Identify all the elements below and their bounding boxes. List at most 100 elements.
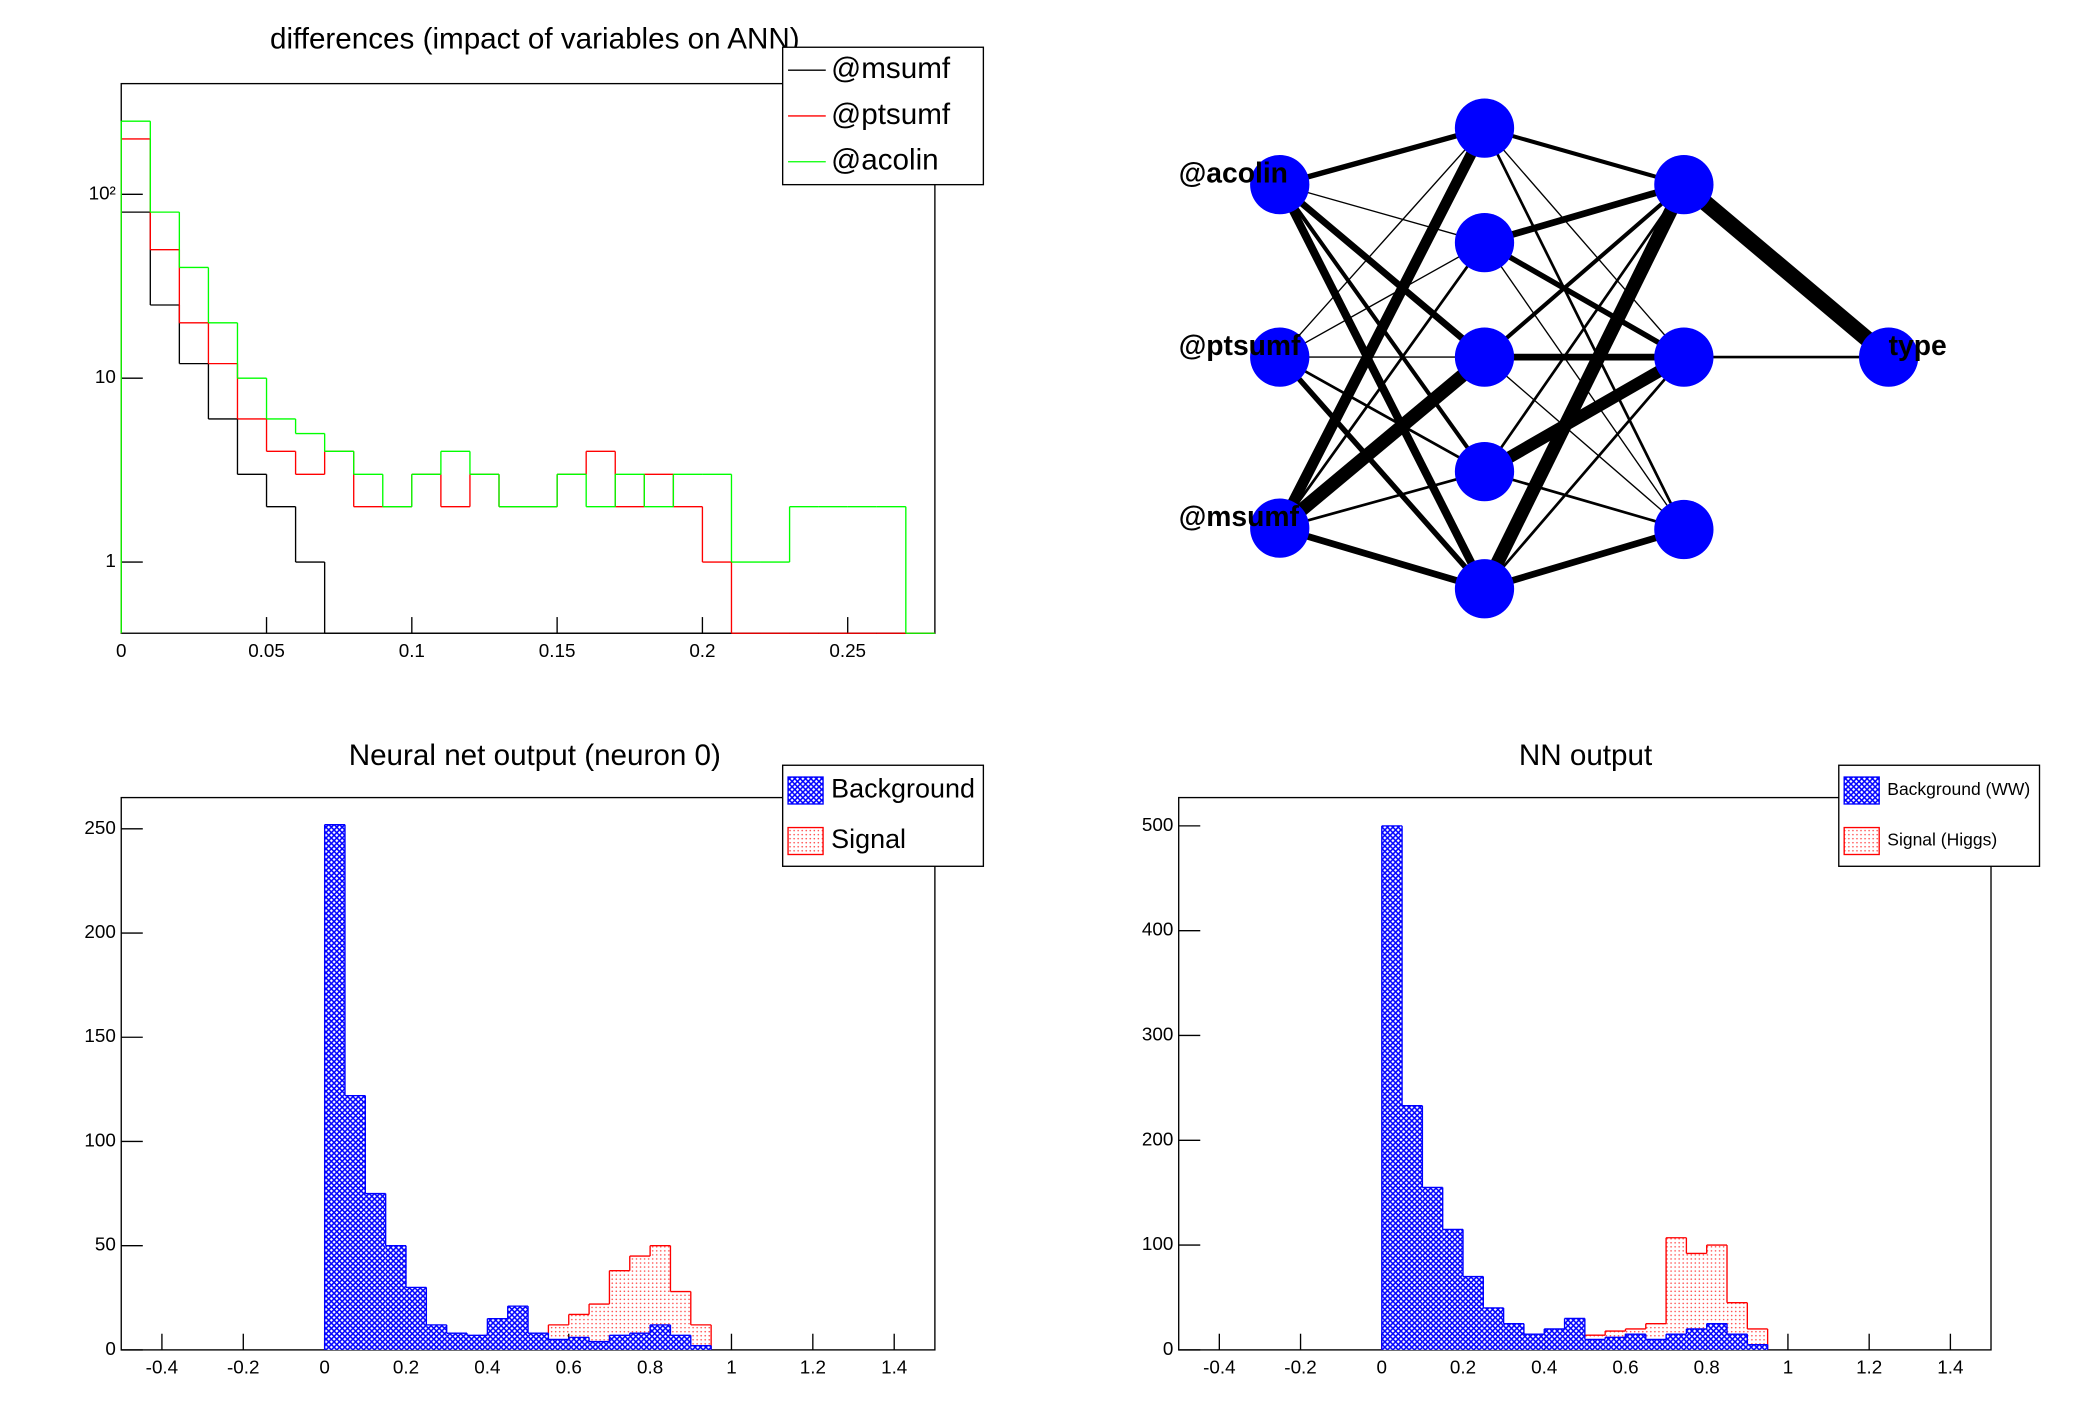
chart-title: Neural net output (neuron 0) — [349, 739, 721, 772]
histogram-bar — [365, 1193, 386, 1350]
histogram-bar — [1645, 1339, 1667, 1350]
histogram-bar — [589, 1304, 610, 1350]
y-tick-label: 10 — [95, 366, 116, 387]
histogram-bar — [324, 824, 345, 1350]
histogram-bar — [690, 1345, 712, 1350]
histogram-bar — [548, 1339, 569, 1350]
y-tick-label: 300 — [1142, 1023, 1173, 1044]
histogram-bar — [629, 1333, 651, 1350]
x-tick-label: 1.2 — [1856, 1357, 1882, 1378]
x-tick-label: 1.4 — [881, 1357, 907, 1378]
histogram-bar — [487, 1318, 508, 1350]
synapse — [1278, 241, 1486, 529]
histogram-bar — [1686, 1328, 1707, 1350]
node-label: @acolin — [1179, 157, 1288, 189]
synapse — [1277, 182, 1487, 360]
histogram-bar — [446, 1333, 468, 1350]
x-tick-label: 0.15 — [539, 640, 576, 661]
histogram-bar — [1584, 1339, 1606, 1350]
y-tick-label: 200 — [84, 921, 115, 942]
x-tick-label: 0.8 — [637, 1357, 663, 1378]
node-label: @msumf — [1179, 500, 1300, 532]
synapse — [1279, 241, 1485, 358]
x-tick-label: 0.2 — [393, 1357, 419, 1378]
histogram-bar — [609, 1335, 630, 1350]
synapse — [1279, 127, 1486, 358]
legend-label: Background — [831, 774, 975, 804]
histogram-bar — [1706, 1323, 1728, 1350]
histogram-bar — [1625, 1334, 1646, 1350]
chart-title: NN output — [1519, 739, 1653, 772]
x-tick-label: 0.1 — [399, 640, 425, 661]
histogram-bar — [1503, 1323, 1524, 1350]
histogram-bar — [1483, 1307, 1504, 1350]
x-tick-label: 0 — [116, 640, 126, 661]
y-tick-label: 10² — [89, 182, 116, 203]
synapse — [1279, 355, 1486, 473]
synapse — [1279, 184, 1485, 244]
y-tick-label: 50 — [95, 1234, 116, 1255]
neuron — [1454, 559, 1515, 619]
histogram-bar — [528, 1333, 549, 1350]
synapse — [1481, 351, 1687, 477]
neuron — [1454, 327, 1515, 387]
neuron — [1454, 441, 1515, 502]
histogram-bar — [1381, 825, 1403, 1350]
synapse — [1279, 125, 1486, 188]
histogram-bar — [629, 1256, 651, 1350]
neuron — [1250, 155, 1310, 215]
synapse — [1483, 183, 1686, 359]
histogram-bar — [1422, 1187, 1443, 1350]
y-tick-label: 150 — [84, 1025, 115, 1046]
synapse — [1678, 178, 1894, 364]
histogram-bar — [690, 1324, 712, 1350]
y-tick-label: 500 — [1142, 814, 1173, 835]
histogram-bar — [467, 1335, 488, 1350]
y-tick-label: 0 — [1163, 1338, 1173, 1359]
synapse — [1277, 355, 1487, 591]
node-label: @ptsumf — [1179, 329, 1301, 361]
legend-label: @msumf — [831, 52, 951, 85]
synapse — [1483, 183, 1685, 473]
legend-swatch — [787, 826, 824, 856]
histogram-bar — [426, 1324, 447, 1350]
synapse — [1274, 125, 1490, 531]
legend-label: Signal — [831, 824, 906, 854]
x-tick-label: 0.4 — [474, 1357, 500, 1378]
histogram-bar — [1666, 1237, 1687, 1350]
x-tick-label: 0.05 — [248, 640, 285, 661]
neuron — [1858, 327, 1919, 387]
histogram-bar — [650, 1245, 671, 1350]
histogram-bar — [568, 1337, 590, 1350]
synapse — [1275, 351, 1489, 534]
neuron — [1250, 327, 1310, 387]
synapse — [1484, 470, 1685, 531]
y-tick-label: 100 — [1142, 1233, 1173, 1254]
plot-frame — [120, 796, 936, 1351]
histogram-bar — [1564, 1318, 1585, 1350]
legend-swatch — [1843, 776, 1880, 805]
histogram-bar — [344, 1095, 366, 1350]
synapse — [1483, 526, 1685, 593]
synapse — [1484, 356, 1685, 531]
x-tick-label: 0.2 — [689, 640, 715, 661]
synapse — [1483, 240, 1686, 360]
histogram-bar — [609, 1270, 630, 1350]
neuron — [1454, 98, 1515, 158]
x-tick-label: -0.2 — [1284, 1357, 1316, 1378]
legend-label: @acolin — [831, 144, 938, 177]
x-tick-label: 1 — [726, 1357, 736, 1378]
histogram-bar — [650, 1324, 671, 1350]
synapse — [1478, 181, 1690, 592]
x-tick-label: -0.4 — [1203, 1357, 1235, 1378]
histogram-bar — [1747, 1344, 1768, 1350]
histogram-bar — [1727, 1334, 1748, 1350]
y-tick-label: 400 — [1142, 919, 1173, 940]
synapse — [1483, 127, 1685, 358]
neuron — [1250, 498, 1310, 558]
y-tick-label: 200 — [1142, 1128, 1173, 1149]
synapse — [1278, 524, 1486, 593]
neuron — [1654, 327, 1714, 387]
x-tick-label: 0 — [1377, 1357, 1387, 1378]
